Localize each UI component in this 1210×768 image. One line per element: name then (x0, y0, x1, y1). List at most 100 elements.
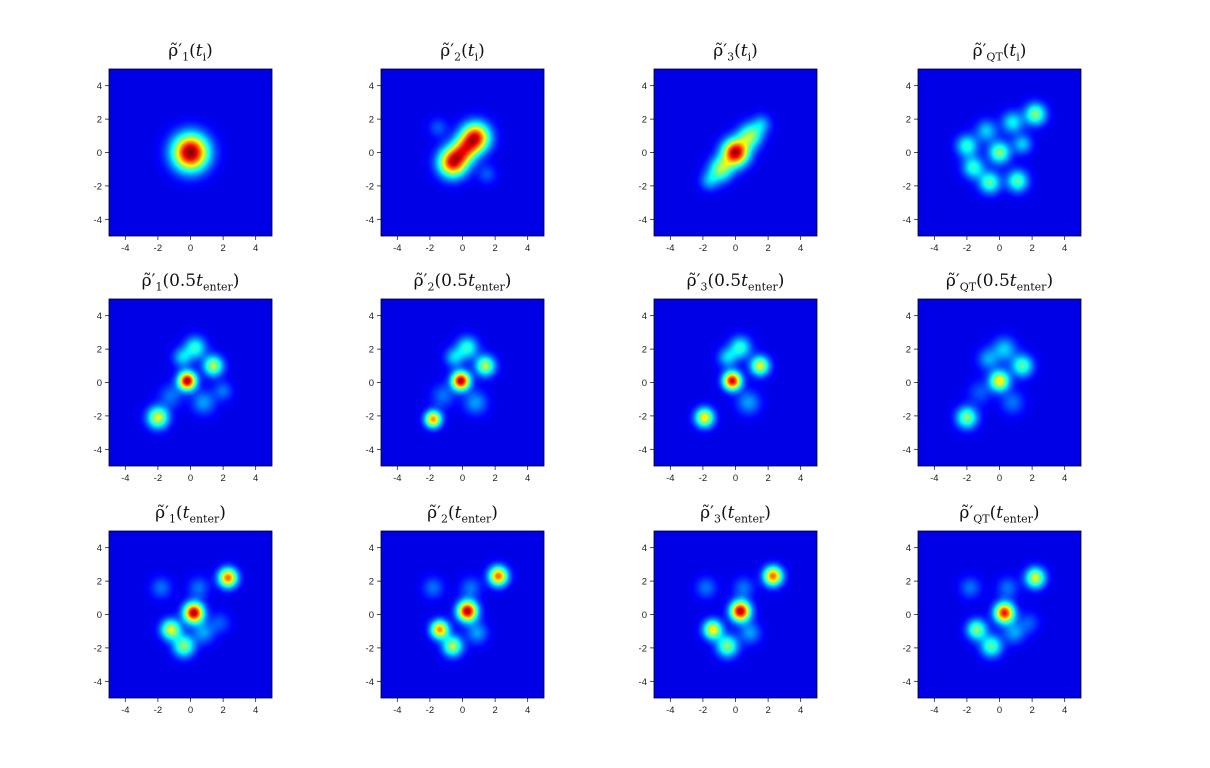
heatmap-image (381, 69, 544, 236)
panel-title: ρ̃′1(0.5tenter) (61, 271, 321, 293)
y-tick-label: 4 (97, 81, 102, 92)
x-tick-label: 0 (997, 705, 1002, 716)
heatmap-image (381, 531, 544, 698)
rho-symbol: ρ̃′ (972, 41, 987, 61)
x-tick-label: 0 (733, 705, 738, 716)
y-tick-label: 4 (642, 81, 647, 92)
panel-axes: -4 -2 0 2 4 -4 -2 0 2 4 (639, 530, 818, 716)
arg-suffix: ) (1046, 271, 1054, 291)
y-tick-label: -4 (94, 215, 102, 226)
x-tick-label: 2 (1029, 243, 1034, 254)
arg-suffix: ) (232, 271, 240, 291)
rho-symbol: ρ̃′ (155, 503, 169, 523)
x-tick-label: 2 (765, 243, 770, 254)
rho-symbol: ρ̃′ (413, 271, 428, 291)
y-tick-label: 4 (97, 311, 102, 322)
y-tick-label: 4 (642, 311, 647, 322)
x-tick-label: -4 (121, 705, 129, 716)
y-tick-label: -4 (366, 215, 374, 226)
panel-title: ρ̃′QT(0.5tenter) (870, 271, 1130, 293)
y-tick-label: 0 (97, 148, 102, 159)
arg-subscript: i (202, 50, 207, 64)
x-tick-label: 2 (765, 473, 770, 484)
x-tick-label: -4 (930, 243, 938, 254)
arg-prefix: ( (461, 41, 468, 61)
x-tick-label: 2 (765, 705, 770, 716)
arg-time: t (454, 503, 462, 523)
x-tick-label: -2 (699, 243, 707, 254)
x-tick-label: 2 (220, 705, 225, 716)
arg-prefix: ( (1002, 41, 1010, 61)
arg-subscript: i (747, 50, 752, 64)
y-tick-label: -4 (639, 445, 647, 456)
panel-axes: -4 -2 0 2 4 -4 -2 0 2 4 (639, 298, 818, 484)
x-tick-label: -2 (963, 243, 971, 254)
y-tick-label: 2 (906, 115, 911, 126)
arg-time: t (727, 503, 735, 523)
heatmap-image (381, 299, 544, 466)
y-tick-label: -4 (903, 445, 911, 456)
arg-time: t (196, 271, 203, 291)
panel-title: ρ̃′2(ti) (333, 41, 593, 63)
rho-subscript: 3 (713, 512, 721, 526)
y-tick-label: 2 (369, 345, 374, 356)
arg-prefix: ( (447, 503, 455, 523)
y-tick-label: 0 (642, 610, 647, 621)
arg-time: t (467, 41, 475, 61)
arg-prefix: ( (989, 503, 997, 523)
arg-subscript: enter (1016, 280, 1047, 294)
rho-symbol: ρ̃′ (440, 41, 455, 61)
arg-prefix: ( (189, 41, 196, 61)
y-tick-label: -4 (366, 677, 374, 688)
y-tick-label: -4 (366, 445, 374, 456)
arg-prefix: ( (734, 41, 741, 61)
y-tick-label: 2 (642, 115, 647, 126)
y-tick-label: -4 (94, 445, 102, 456)
y-tick-label: -2 (639, 411, 647, 422)
axes-frame (653, 298, 818, 467)
arg-subscript: i (1016, 50, 1020, 64)
x-tick-label: -4 (393, 243, 401, 254)
heatmap-image (918, 69, 1081, 236)
x-tick-label: 4 (1062, 243, 1067, 254)
rho-subscript: 1 (182, 50, 190, 64)
x-tick-label: 4 (253, 243, 258, 254)
x-tick-label: -2 (426, 473, 434, 484)
x-tick-label: 4 (1062, 705, 1067, 716)
x-tick-label: -4 (393, 473, 401, 484)
x-tick-label: 0 (460, 243, 465, 254)
arg-prefix: ( (720, 503, 728, 523)
panel-axes: -4 -2 0 2 4 -4 -2 0 2 4 (366, 530, 545, 716)
arg-subscript: enter (474, 280, 505, 294)
arg-suffix: ) (764, 503, 771, 523)
axes-frame (380, 298, 545, 467)
axes-frame (108, 298, 273, 467)
y-tick-label: 2 (906, 345, 911, 356)
arg-prefix: ( (175, 503, 183, 523)
x-tick-label: 4 (253, 473, 258, 484)
x-tick-label: 4 (798, 243, 803, 254)
panel-axes: -4 -2 0 2 4 -4 -2 0 2 4 (94, 68, 273, 254)
panel-title: ρ̃′QT(tenter) (870, 503, 1130, 525)
x-tick-label: 2 (492, 473, 497, 484)
x-tick-label: 4 (798, 705, 803, 716)
x-tick-label: -4 (666, 473, 674, 484)
y-tick-label: 4 (906, 81, 911, 92)
rho-symbol: ρ̃′ (168, 41, 183, 61)
panel-axes: -4 -2 0 2 4 -4 -2 0 2 4 (639, 68, 818, 254)
y-tick-label: 4 (97, 543, 102, 554)
x-tick-label: 0 (188, 243, 193, 254)
y-tick-label: 2 (369, 577, 374, 588)
arg-subscript: enter (734, 512, 765, 526)
arg-subscript: enter (202, 280, 233, 294)
x-tick-label: 2 (1029, 705, 1034, 716)
arg-suffix: ) (1032, 503, 1040, 523)
y-tick-label: -2 (94, 411, 102, 422)
x-tick-label: 0 (460, 705, 465, 716)
x-tick-label: 2 (492, 705, 497, 716)
panel-title: ρ̃′3(ti) (606, 41, 866, 63)
y-tick-label: 0 (642, 378, 647, 389)
heatmap-image (109, 299, 272, 466)
arg-suffix: ) (1019, 41, 1027, 61)
